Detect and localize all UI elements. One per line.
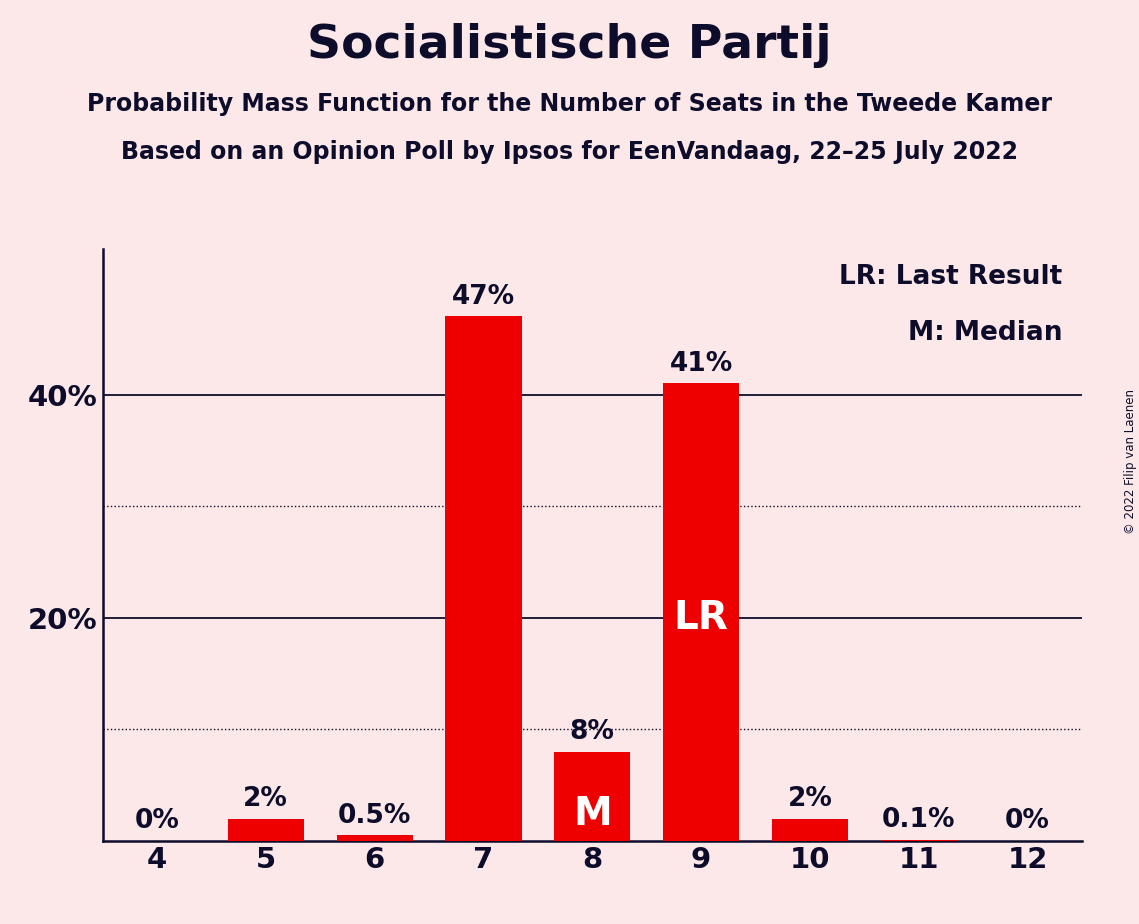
Bar [772,819,849,841]
Text: 2%: 2% [787,785,833,812]
Text: M: M [573,795,612,833]
Text: © 2022 Filip van Laenen: © 2022 Filip van Laenen [1124,390,1137,534]
Text: 8%: 8% [570,719,615,745]
Text: 0.1%: 0.1% [882,807,956,833]
Text: Based on an Opinion Poll by Ipsos for EenVandaag, 22–25 July 2022: Based on an Opinion Poll by Ipsos for Ee… [121,140,1018,164]
Text: LR: LR [673,599,729,637]
Text: Socialistische Partij: Socialistische Partij [308,23,831,68]
Bar [663,383,739,841]
Text: 47%: 47% [452,284,515,310]
Text: 0.5%: 0.5% [338,803,411,829]
Bar [228,819,304,841]
Text: LR: Last Result: LR: Last Result [839,264,1063,290]
Text: 2%: 2% [244,785,288,812]
Bar [445,316,522,841]
Text: 41%: 41% [670,351,732,377]
Text: 0%: 0% [134,808,179,834]
Text: M: Median: M: Median [908,321,1063,346]
Bar [336,835,412,841]
Text: Probability Mass Function for the Number of Seats in the Tweede Kamer: Probability Mass Function for the Number… [87,92,1052,116]
Bar [555,751,630,841]
Bar [880,840,957,841]
Text: 0%: 0% [1006,808,1050,834]
